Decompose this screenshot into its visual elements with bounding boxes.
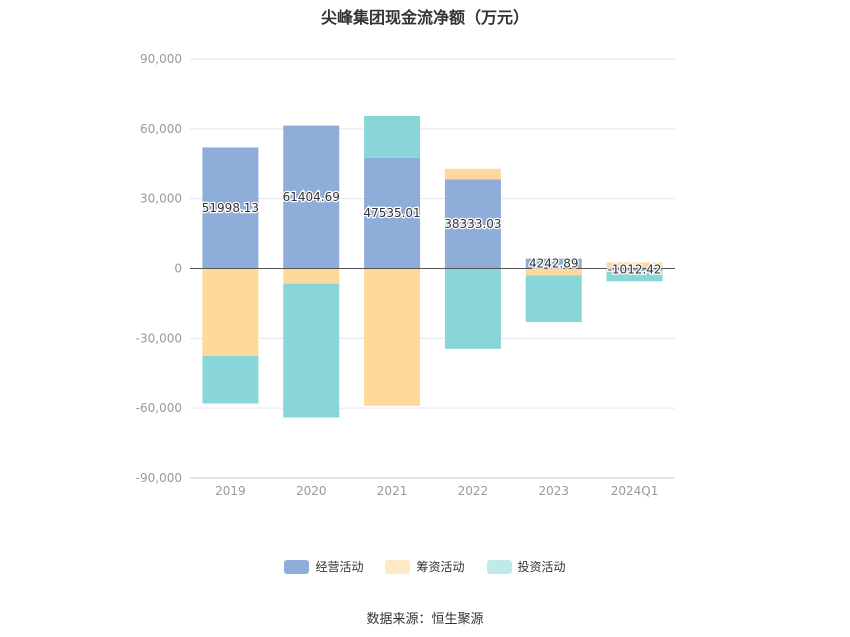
bar-layer <box>202 115 663 418</box>
bar-financing <box>202 268 259 356</box>
data-label: 61404.69 <box>283 190 340 204</box>
bar-investing <box>202 355 259 404</box>
legend-label-operating: 经营活动 <box>315 560 364 574</box>
data-label: 47535.01 <box>363 206 420 220</box>
legend-label-investing: 投资活动 <box>517 560 566 574</box>
legend-swatch-financing <box>385 559 411 574</box>
source-note: 数据来源：恒生聚源 <box>366 612 484 627</box>
bar-financing <box>364 268 421 406</box>
chart-title: 尖峰集团现金流净额（万元） <box>320 8 529 27</box>
data-label: 38333.03 <box>444 217 501 231</box>
bar-operating <box>606 268 663 271</box>
bar-operating <box>444 179 501 269</box>
y-tick-label: -30,000 <box>136 331 182 345</box>
y-tick-label: 30,000 <box>140 192 182 206</box>
x-tick-label: 2022 <box>458 484 489 498</box>
bar-financing <box>606 262 663 269</box>
x-tick-label: 2021 <box>377 484 408 498</box>
data-label: 4242.89 <box>529 257 579 271</box>
axis-layer: 90,000 60,000 30,000 0 -30,000 -60,000 -90,000… <box>136 52 675 498</box>
bar-investing <box>364 115 421 158</box>
legend-item-investing[interactable]: 投资活动 <box>486 558 566 575</box>
legend: 经营活动 筹资活动 投资活动 <box>0 558 850 575</box>
bar-operating <box>202 147 259 269</box>
bar-operating <box>525 258 582 269</box>
x-tick-label: 2023 <box>538 484 569 498</box>
y-tick-label: -90,000 <box>136 471 182 485</box>
y-tick-label: 0 <box>174 262 182 276</box>
legend-item-operating[interactable]: 经营活动 <box>284 558 363 575</box>
y-tick-label: 90,000 <box>140 52 182 66</box>
x-tick-label: 2019 <box>215 484 246 498</box>
legend-swatch-operating <box>284 559 310 574</box>
bar-operating <box>283 125 340 269</box>
bar-investing <box>444 268 501 349</box>
bar-financing <box>525 268 582 276</box>
bar-financing <box>283 268 340 284</box>
legend-label-financing: 筹资活动 <box>416 560 465 574</box>
bar-operating <box>364 157 421 269</box>
y-tick-label: 60,000 <box>140 122 182 136</box>
bar-investing <box>606 270 663 282</box>
data-label: 51998.13 <box>202 201 259 215</box>
bar-investing <box>525 275 582 323</box>
legend-item-financing[interactable]: 筹资活动 <box>385 558 465 575</box>
x-tick-label: 2020 <box>296 484 327 498</box>
label-layer: 51998.13 61404.69 47535.01 38333.03 4242.89 -… <box>201 189 663 278</box>
bar-investing <box>283 283 340 418</box>
bar-financing <box>444 168 501 180</box>
legend-swatch-investing <box>486 559 512 574</box>
x-tick-label: 2024Q1 <box>611 484 659 498</box>
data-label: -1012.42 <box>608 263 662 277</box>
y-tick-label: -60,000 <box>136 401 182 415</box>
